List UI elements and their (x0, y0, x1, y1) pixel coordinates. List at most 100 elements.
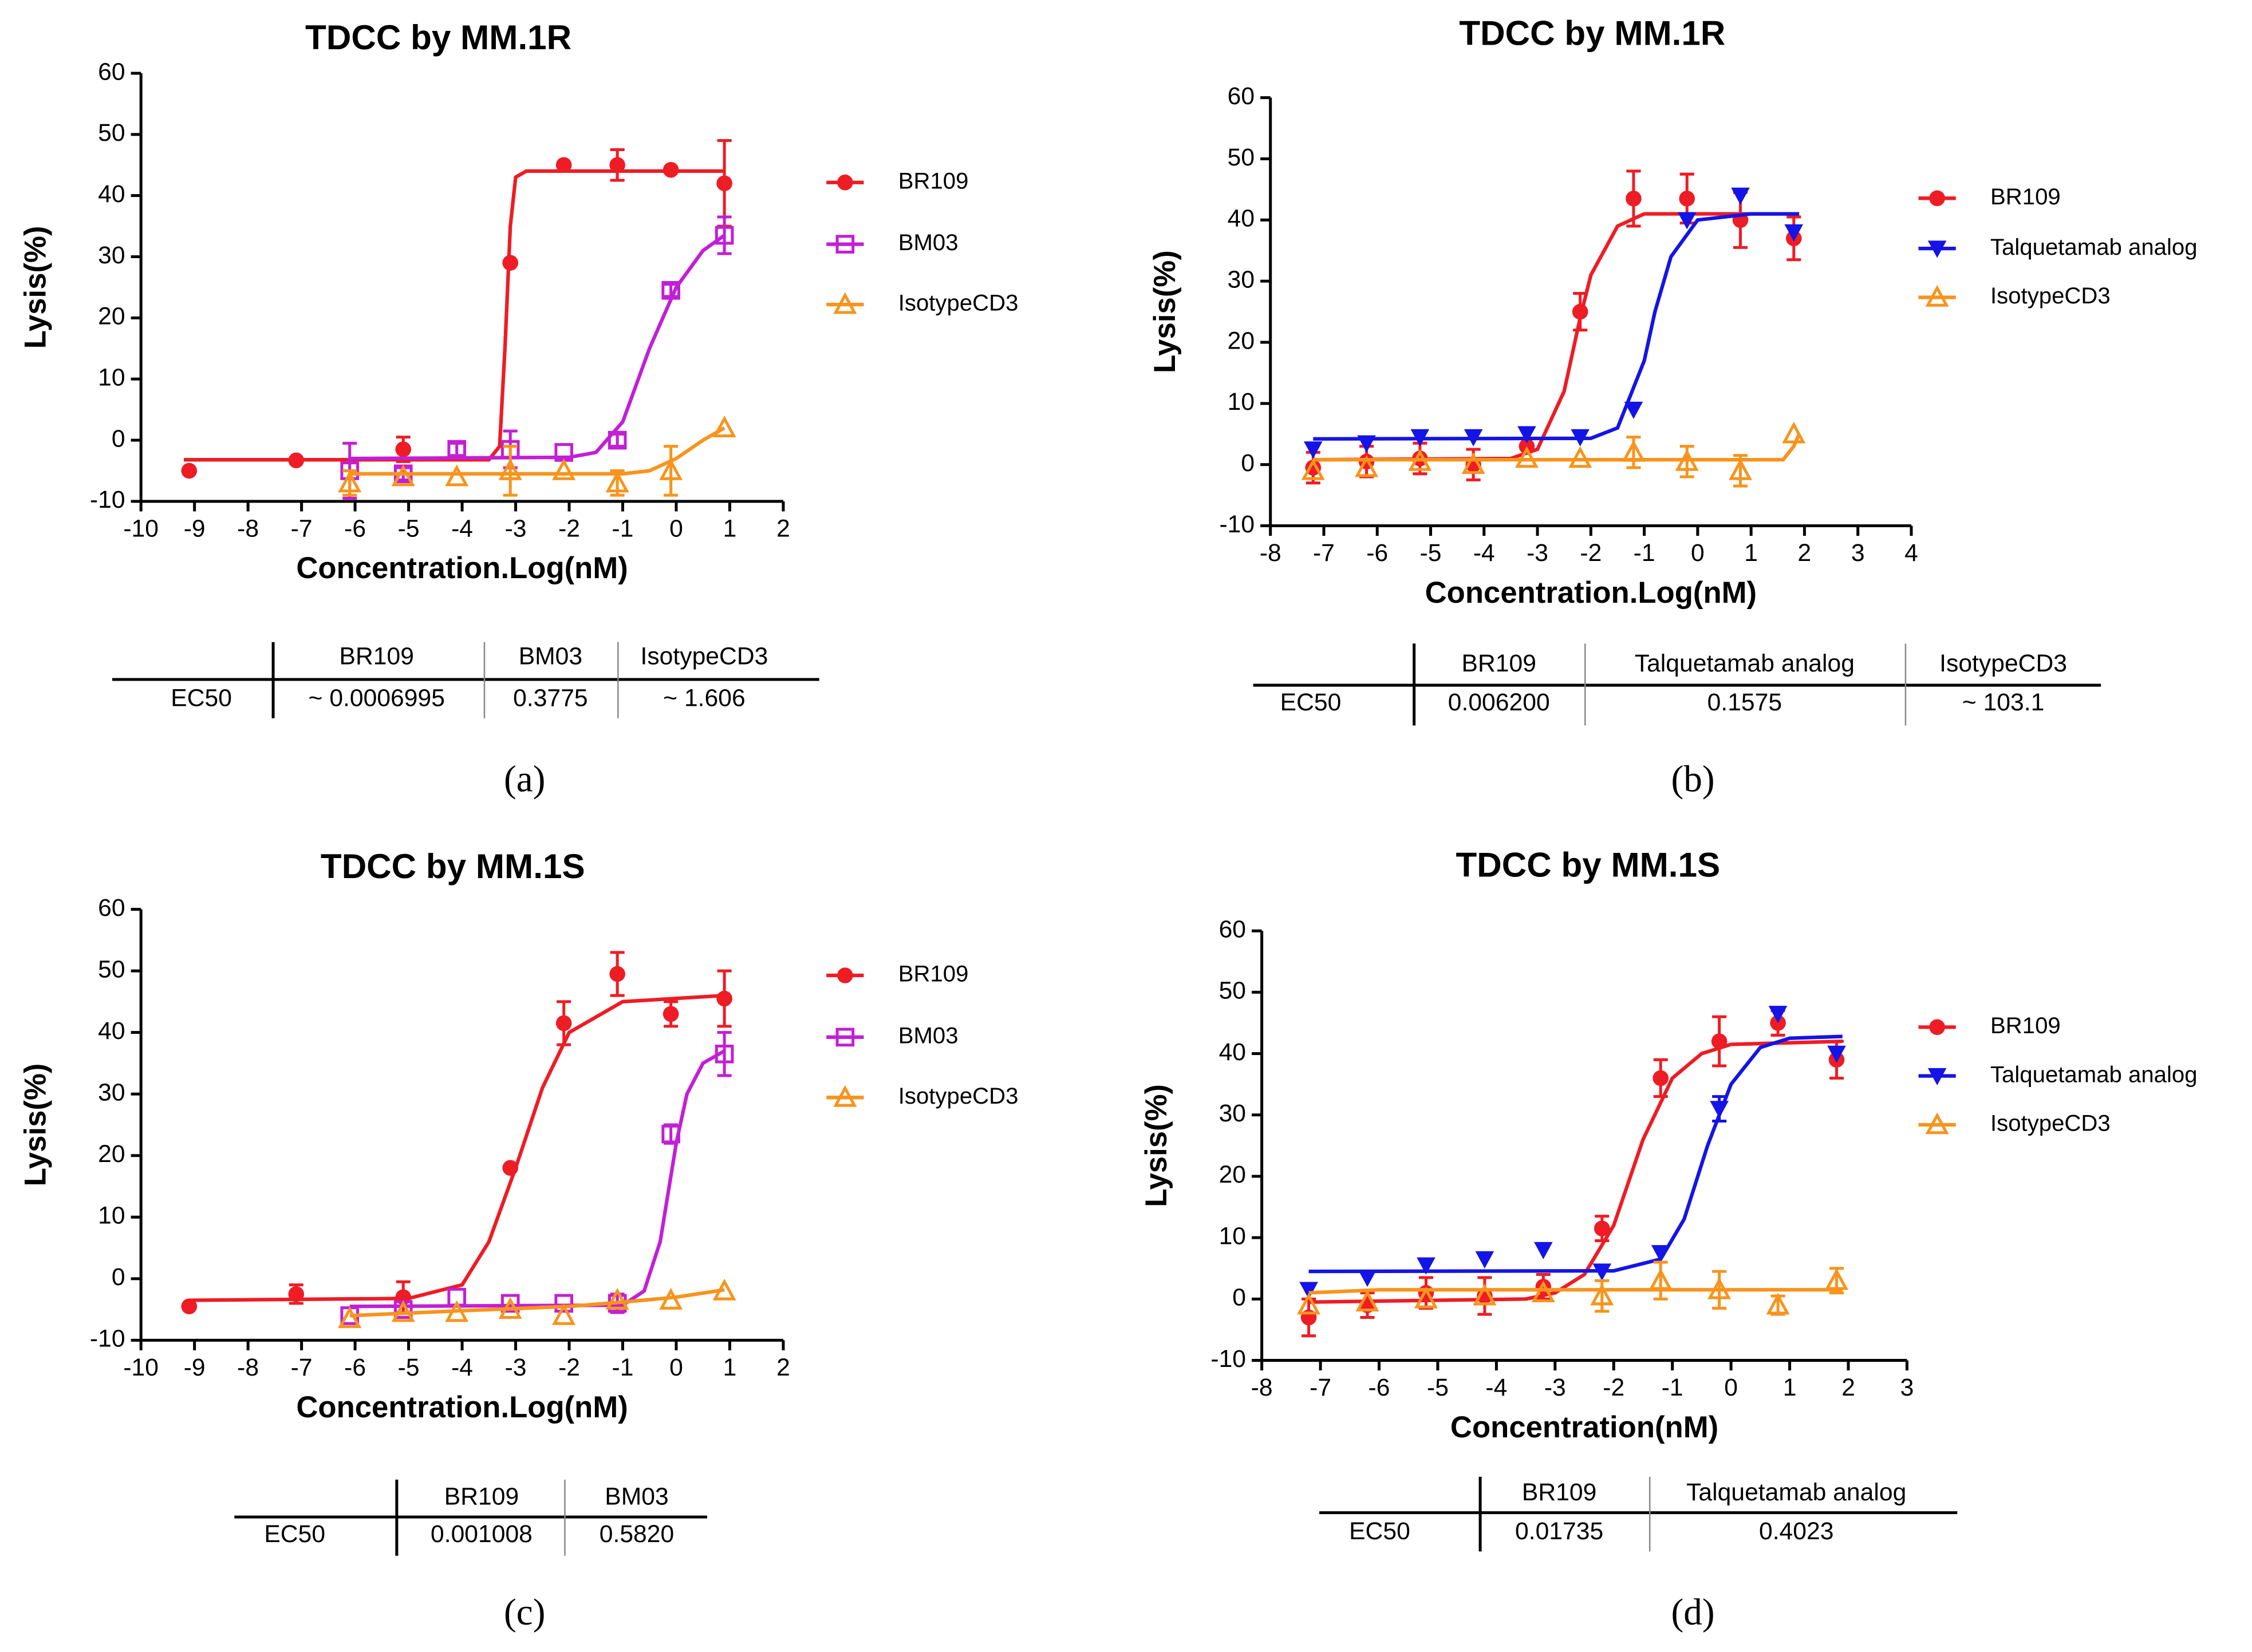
x-tick-label: -8 (1251, 1374, 1273, 1401)
fit-curve (1313, 212, 1800, 441)
legend-label: BR109 (898, 961, 969, 987)
x-tick-label: -6 (1366, 539, 1388, 567)
panel-label: (a) (504, 759, 545, 800)
marker (552, 1303, 576, 1325)
marker (555, 157, 572, 173)
marker (1648, 1268, 1673, 1290)
table-header: BM03 (519, 643, 582, 670)
marker (391, 1300, 415, 1322)
x-tick-label: -4 (1485, 1374, 1507, 1401)
marker (1731, 187, 1750, 205)
y-tick-label: -10 (1210, 1345, 1246, 1373)
marker (1473, 1283, 1497, 1306)
marker (661, 280, 680, 300)
marker (338, 1306, 362, 1329)
marker (1475, 1251, 1494, 1268)
marker (1517, 426, 1536, 444)
marker (1925, 284, 1949, 307)
marker (1927, 1068, 1947, 1085)
legend-label: BR109 (898, 168, 969, 193)
table-cell: 0.1575 (1707, 689, 1782, 716)
fit-curve (349, 1288, 725, 1318)
marker (552, 458, 576, 480)
y-tick-label: 50 (1228, 144, 1255, 171)
marker (662, 161, 679, 178)
y-tick-label: 40 (1228, 205, 1255, 232)
x-tick-label: 1 (1783, 1374, 1797, 1401)
fit-curve (349, 1049, 725, 1309)
marker (288, 452, 305, 469)
y-tick-label: 0 (112, 1263, 125, 1291)
x-tick-label: 0 (669, 515, 683, 542)
marker (445, 1300, 469, 1322)
marker (1728, 458, 1753, 480)
marker (1417, 1257, 1435, 1275)
x-tick-label: 1 (1744, 539, 1758, 567)
x-tick-label: -4 (1473, 539, 1495, 567)
x-tick-label: 1 (723, 1354, 737, 1381)
fit-curve (1313, 212, 1800, 462)
y-tick-label: 30 (1228, 266, 1255, 293)
x-axis-label: Concentration.Log(nM) (1425, 576, 1757, 610)
x-axis-label: Concentration.Log(nM) (296, 1390, 628, 1424)
y-tick-label: 20 (98, 1140, 125, 1168)
marker (1707, 1277, 1732, 1299)
panel-label: (b) (1671, 759, 1714, 800)
error-bar (610, 432, 625, 448)
y-tick-label: -10 (90, 486, 125, 513)
table-header: BR109 (1522, 1479, 1596, 1506)
y-tick-label: 0 (112, 425, 125, 452)
marker (1711, 1033, 1728, 1049)
marker (1461, 452, 1485, 474)
y-tick-label: 60 (1228, 82, 1255, 110)
marker (1534, 1242, 1553, 1259)
legend-label: Talquetamab analog (1990, 1061, 2198, 1087)
y-tick-label: 30 (98, 242, 125, 269)
table-header: Talquetamab analog (1686, 1479, 1906, 1506)
x-tick-label: -5 (398, 515, 420, 542)
y-tick-label: 0 (1232, 1284, 1246, 1311)
y-tick-label: -10 (90, 1325, 125, 1353)
marker (498, 1297, 522, 1319)
y-tick-label: 40 (98, 180, 125, 208)
x-tick-label: -10 (123, 515, 159, 542)
x-tick-label: -2 (558, 515, 580, 542)
marker (391, 464, 415, 487)
marker (1357, 435, 1376, 453)
fit-curve (1308, 1040, 1843, 1304)
marker (445, 464, 469, 487)
table-header: BR109 (1462, 650, 1536, 677)
table-cell: 0.01735 (1515, 1517, 1603, 1545)
marker (712, 416, 736, 437)
marker (1464, 429, 1483, 446)
marker (1572, 303, 1588, 320)
legend-label: IsotypeCD3 (898, 1083, 1019, 1109)
table-header: BR109 (444, 1483, 519, 1511)
marker (1679, 191, 1695, 207)
x-tick-label: -6 (344, 515, 366, 542)
y-tick-label: -10 (1219, 511, 1255, 538)
table-cell: 0.001008 (431, 1520, 533, 1548)
fit-curve (183, 169, 725, 462)
x-tick-label: -1 (612, 1354, 634, 1381)
marker (554, 1294, 574, 1313)
error-bar (664, 283, 679, 298)
marker (395, 441, 412, 457)
chart-title: TDCC by MM.1R (1459, 14, 1725, 53)
x-tick-label: -4 (451, 515, 473, 542)
marker (1297, 1293, 1321, 1315)
chart-title: TDCC by MM.1S (1456, 845, 1720, 884)
marker (605, 1287, 629, 1310)
y-tick-label: 60 (98, 894, 125, 922)
marker (1825, 1268, 1849, 1290)
marker (833, 1085, 857, 1107)
marker (833, 292, 857, 314)
y-tick-label: 60 (1219, 915, 1246, 943)
x-tick-label: -7 (1310, 1374, 1331, 1401)
marker (1626, 191, 1642, 207)
x-tick-label: -3 (1544, 1374, 1566, 1401)
marker (659, 458, 683, 480)
marker (1929, 1019, 1945, 1036)
marker (1675, 449, 1699, 471)
legend-label: BM03 (898, 1023, 959, 1049)
